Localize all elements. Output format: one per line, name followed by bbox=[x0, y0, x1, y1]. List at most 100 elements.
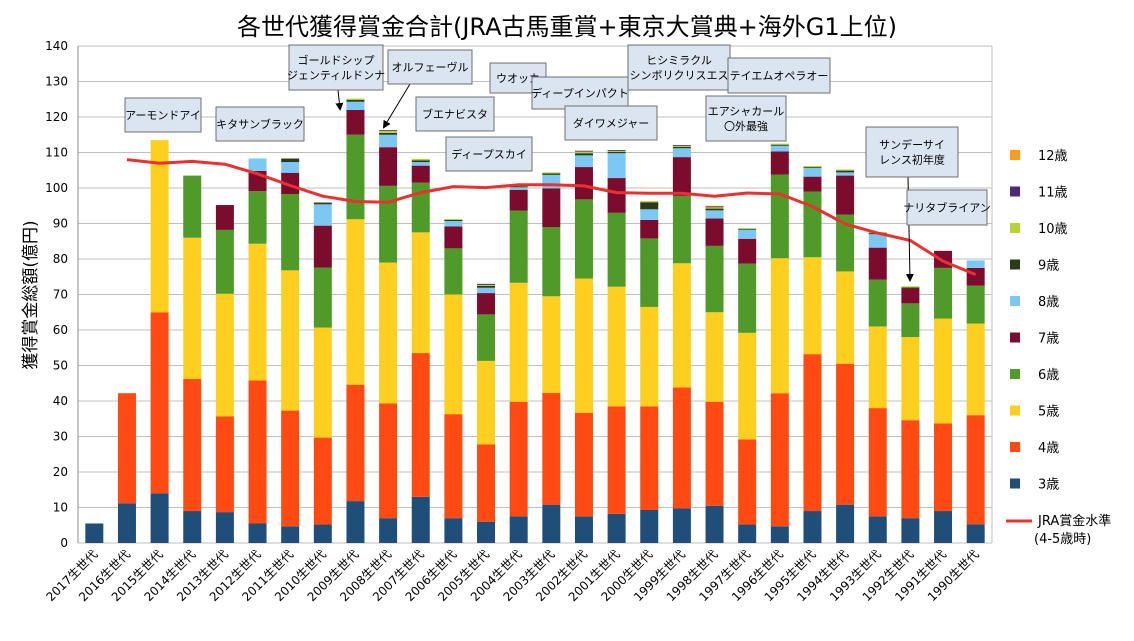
bar-segment bbox=[281, 526, 300, 543]
bar-segment bbox=[607, 513, 626, 543]
bar-segment bbox=[607, 153, 626, 179]
bar-segment bbox=[607, 406, 626, 514]
bar-segment bbox=[901, 518, 920, 543]
bar-segment bbox=[215, 416, 234, 513]
bar-segment bbox=[640, 219, 659, 239]
bar-segment bbox=[607, 151, 626, 154]
bar-segment bbox=[313, 437, 332, 525]
bar-segment bbox=[640, 509, 659, 543]
bar-segment bbox=[281, 158, 300, 163]
bar-segment bbox=[411, 162, 430, 166]
bar-segment bbox=[574, 167, 593, 200]
bar-segment bbox=[313, 327, 332, 438]
bar-segment bbox=[640, 306, 659, 407]
bar-segment bbox=[607, 212, 626, 287]
bar-segment bbox=[150, 140, 169, 313]
bar-segment bbox=[444, 414, 463, 519]
bar-segment bbox=[313, 204, 332, 226]
bar-segment bbox=[379, 130, 398, 131]
bar-segment bbox=[836, 214, 855, 272]
bar-segment bbox=[444, 226, 463, 249]
bar-segment bbox=[836, 175, 855, 215]
annotation-arrow bbox=[335, 89, 344, 111]
y-tick-label: 80 bbox=[53, 252, 68, 266]
bar-segment bbox=[477, 287, 496, 294]
bar-segment bbox=[705, 401, 724, 506]
y-axis: 0 10 20 30 40 50 60 70 80 90 100 110 120 130 140 bbox=[45, 39, 68, 550]
bar-segment bbox=[509, 186, 528, 188]
bar-segment bbox=[444, 219, 463, 222]
bar-segment bbox=[477, 314, 496, 361]
legend-line-label: JRA賞金水準(4-5歳時) bbox=[1034, 513, 1111, 547]
bar-segment bbox=[640, 202, 659, 210]
bar-segment bbox=[379, 518, 398, 543]
legend-swatch bbox=[1010, 150, 1020, 160]
y-tick-label: 20 bbox=[53, 465, 68, 479]
bar-segment bbox=[640, 238, 659, 307]
bar-segment bbox=[411, 158, 430, 161]
bar-segment bbox=[836, 504, 855, 543]
legend-label: 9歳 bbox=[1038, 259, 1059, 274]
bar-segment bbox=[313, 202, 332, 205]
bar-segment bbox=[738, 332, 757, 440]
y-tick-label: 90 bbox=[53, 217, 68, 231]
annotation-label: ブエナビスタ bbox=[422, 107, 488, 121]
bar-segment bbox=[672, 148, 691, 158]
bar-segment bbox=[150, 312, 169, 494]
bar-segment bbox=[738, 263, 757, 333]
bar-segment bbox=[117, 393, 136, 504]
bar-segment bbox=[770, 393, 789, 527]
bar-segment bbox=[705, 208, 724, 211]
bar-segment bbox=[183, 237, 202, 379]
annotation-label: エアシャカール〇外最強 bbox=[708, 105, 785, 133]
bar-segment bbox=[346, 501, 365, 543]
annotation-label: ダイワメジャー bbox=[573, 116, 649, 130]
bar-segment bbox=[509, 210, 528, 283]
legend-label: 6歳 bbox=[1038, 368, 1059, 383]
bar-segment bbox=[444, 218, 463, 220]
annotation-arrow bbox=[382, 83, 411, 129]
annotation-box bbox=[288, 44, 384, 91]
annotation-box bbox=[445, 136, 533, 172]
bar-segment bbox=[542, 188, 561, 228]
annotation-label: テイエムオペラオー bbox=[730, 70, 829, 83]
bar-segment bbox=[770, 258, 789, 394]
bar-segment bbox=[966, 415, 985, 525]
bar-segment bbox=[738, 228, 757, 230]
annotation-box bbox=[865, 126, 959, 178]
bar-segment bbox=[705, 210, 724, 219]
bar-segment bbox=[379, 403, 398, 519]
bar-segment bbox=[640, 201, 659, 203]
bar-segment bbox=[966, 323, 985, 416]
bar-segment bbox=[672, 263, 691, 388]
annotation-label: ディープスカイ bbox=[451, 147, 527, 161]
bar-segment bbox=[346, 384, 365, 502]
bar-segment bbox=[379, 130, 398, 133]
bar-segment bbox=[477, 283, 496, 285]
bar-segment bbox=[346, 99, 365, 102]
bar-segment bbox=[411, 353, 430, 497]
bar-segment bbox=[705, 207, 724, 209]
legend-label: 8歳 bbox=[1038, 295, 1059, 310]
bar-segment bbox=[281, 172, 300, 195]
bar-segment bbox=[966, 260, 985, 268]
bar-segment bbox=[379, 185, 398, 263]
bar-segment bbox=[477, 285, 496, 288]
bar-segment bbox=[672, 508, 691, 543]
bar-segment bbox=[85, 523, 104, 543]
y-tick-label: 100 bbox=[45, 181, 68, 195]
bar-segment bbox=[281, 410, 300, 527]
bar-segment bbox=[574, 199, 593, 279]
bar-segment bbox=[574, 151, 593, 154]
bar-segment bbox=[607, 150, 626, 152]
bar-segment bbox=[542, 504, 561, 543]
bar-segment bbox=[477, 521, 496, 543]
bar-segment bbox=[574, 278, 593, 413]
bar-segment bbox=[836, 170, 855, 173]
bar-segment bbox=[901, 337, 920, 421]
bar-segment bbox=[248, 243, 267, 381]
legend-swatch bbox=[1010, 442, 1020, 452]
annotation-label: キタサンブラック bbox=[216, 117, 304, 131]
